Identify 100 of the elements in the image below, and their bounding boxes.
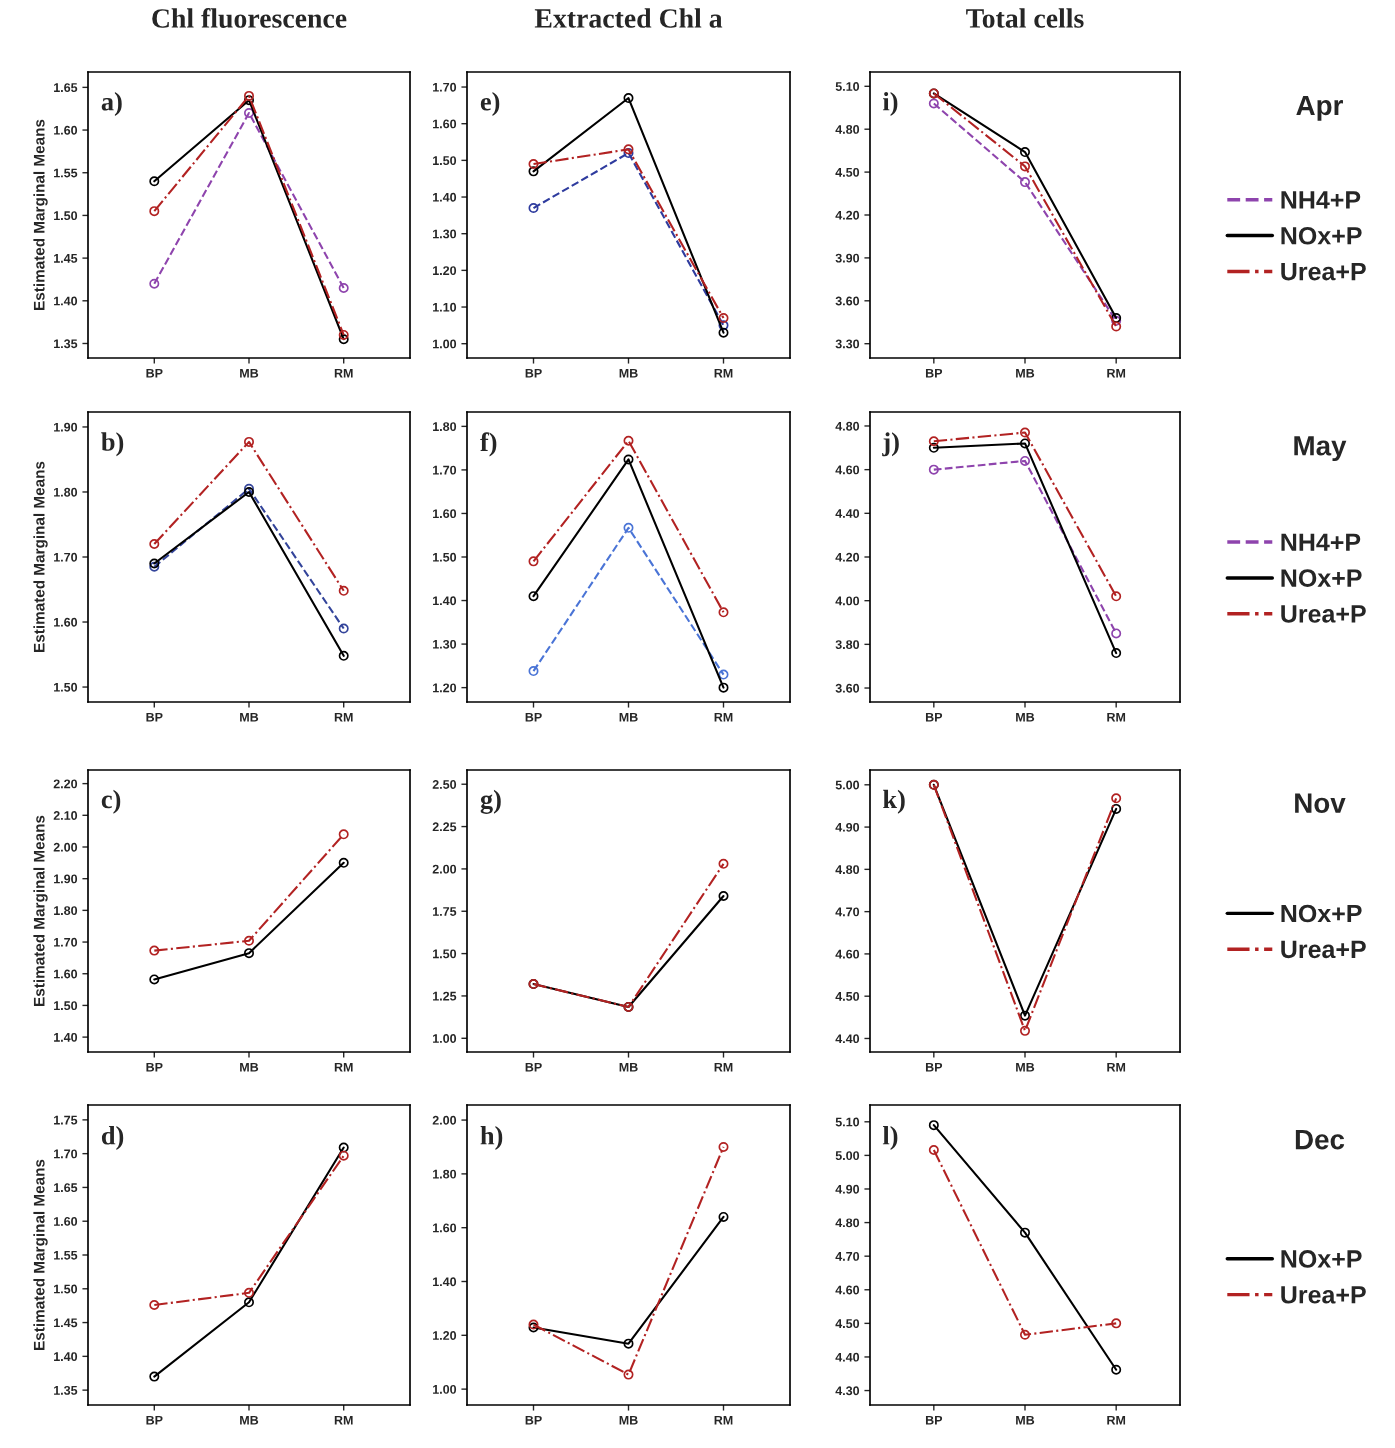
y-tick-label: 1.60	[433, 1223, 457, 1233]
y-tick-label: 1.70	[433, 465, 457, 475]
legend-label: NOx+P	[1281, 904, 1362, 923]
y-tick-label: 1.25	[433, 991, 457, 1001]
x-tick-label: BP	[525, 712, 542, 722]
chart-title: Extracted Chl a	[534, 8, 723, 28]
x-tick-label: MB	[240, 368, 259, 378]
y-tick-label: 1.50	[54, 1284, 78, 1294]
y-tick-label: 1.40	[54, 1352, 78, 1361]
y-tick-label: 1.40	[54, 296, 78, 306]
y-tick-label: 1.80	[54, 487, 78, 497]
y-tick-label: 4.90	[835, 1184, 860, 1194]
y-tick-label: 1.60	[433, 119, 457, 129]
y-tick-label: 1.75	[54, 1115, 78, 1125]
x-tick-label: MB	[619, 1415, 638, 1425]
y-tick-label: 4.00	[835, 596, 860, 606]
y-tick-label: 1.45	[54, 254, 78, 263]
annotation: b)	[101, 432, 124, 457]
y-tick-label: 1.20	[433, 683, 457, 693]
y-tick-label: 2.10	[53, 811, 78, 820]
y-tick-label: 1.70	[433, 82, 457, 92]
y-tick-label: 2.00	[432, 1115, 457, 1125]
y-tick-label: 1.35	[54, 1385, 78, 1395]
annotation: i)	[882, 92, 898, 116]
x-tick-label: RM	[1107, 712, 1126, 722]
y-tick-label: 4.50	[835, 991, 860, 1001]
y-tick-label: 1.00	[433, 1034, 457, 1043]
y-tick-label: 1.40	[433, 1277, 457, 1287]
legend-label: NH4+P	[1281, 533, 1361, 551]
x-tick-label: BP	[925, 1062, 943, 1072]
x-tick-label: RM	[334, 368, 353, 378]
annotation: e)	[480, 92, 500, 116]
x-tick-label: BP	[525, 1062, 542, 1072]
y-tick-label: 4.50	[835, 1319, 860, 1329]
y-tick-label: 1.70	[54, 937, 78, 947]
annotation: a)	[101, 92, 122, 116]
x-tick-label: RM	[714, 712, 733, 722]
x-tick-label: BP	[146, 712, 163, 722]
text: Dec	[1295, 1130, 1345, 1150]
annotation: d)	[101, 1126, 124, 1150]
x-tick-label: MB	[240, 1062, 259, 1072]
legend-label: Urea+P	[1281, 605, 1366, 623]
y-tick-label: 5.10	[835, 82, 860, 91]
y-tick-label: 5.00	[835, 780, 860, 790]
y-tick-label: 1.50	[433, 949, 457, 959]
y-tick-label: 1.60	[54, 1217, 78, 1226]
x-tick-label: BP	[146, 1415, 163, 1425]
y-tick-label: 1.45	[54, 1318, 78, 1328]
y-axis-title: Estimated Marginal Means	[33, 1159, 48, 1350]
x-tick-label: BP	[525, 368, 542, 378]
y-tick-label: 1.60	[54, 125, 78, 135]
legend-label: Urea+P	[1281, 262, 1366, 281]
y-tick-label: 1.65	[54, 83, 78, 93]
y-tick-label: 1.30	[433, 229, 457, 239]
y-tick-label: 4.50	[835, 167, 860, 177]
y-tick-label: 4.80	[835, 421, 860, 431]
y-axis-title: Estimated Marginal Means	[33, 119, 48, 310]
y-tick-label: 2.50	[432, 780, 457, 789]
x-tick-label: RM	[334, 1062, 353, 1072]
y-tick-label: 4.90	[835, 822, 860, 832]
x-tick-label: MB	[1016, 1415, 1035, 1425]
y-tick-label: 1.70	[54, 1149, 78, 1159]
chart-title: Total cells	[966, 8, 1084, 28]
y-tick-label: 1.75	[433, 907, 457, 916]
x-tick-label: BP	[925, 368, 943, 378]
annotation: h)	[480, 1126, 503, 1150]
y-tick-label: 1.70	[54, 552, 78, 562]
y-tick-label: 1.80	[433, 422, 457, 432]
y-tick-label: 1.10	[433, 302, 457, 312]
x-tick-label: BP	[925, 1415, 943, 1425]
y-tick-label: 2.00	[432, 864, 457, 874]
x-tick-label: RM	[714, 1062, 733, 1072]
x-tick-label: RM	[1107, 1415, 1126, 1425]
legend-label: Urea+P	[1281, 940, 1366, 959]
legend-label: NOx+P	[1281, 1250, 1362, 1268]
legend-label: NH4+P	[1281, 191, 1361, 209]
y-tick-label: 4.60	[835, 949, 860, 959]
text: May	[1294, 436, 1347, 462]
y-tick-label: 4.70	[835, 907, 860, 917]
x-tick-label: RM	[1107, 368, 1126, 378]
x-tick-label: BP	[525, 1415, 542, 1425]
legend-label: Urea+P	[1281, 1286, 1366, 1304]
y-tick-label: 1.90	[54, 874, 78, 884]
x-tick-label: MB	[619, 1062, 638, 1072]
x-tick-label: MB	[1016, 368, 1035, 378]
y-tick-label: 4.60	[835, 465, 860, 475]
x-tick-label: RM	[1107, 1062, 1126, 1072]
y-tick-label: 4.80	[835, 865, 860, 875]
y-tick-label: 1.00	[433, 1384, 457, 1394]
y-tick-label: 1.80	[54, 906, 78, 916]
y-tick-label: 5.10	[835, 1117, 860, 1127]
y-tick-label: 1.50	[433, 156, 457, 166]
y-tick-label: 4.20	[835, 210, 860, 220]
x-tick-label: BP	[925, 712, 943, 722]
annotation: g)	[480, 789, 501, 814]
y-tick-label: 1.65	[54, 1183, 78, 1193]
x-tick-label: MB	[240, 712, 259, 722]
x-tick-label: RM	[714, 1415, 733, 1425]
y-tick-label: 1.55	[54, 168, 78, 178]
y-tick-label: 2.20	[53, 779, 78, 789]
